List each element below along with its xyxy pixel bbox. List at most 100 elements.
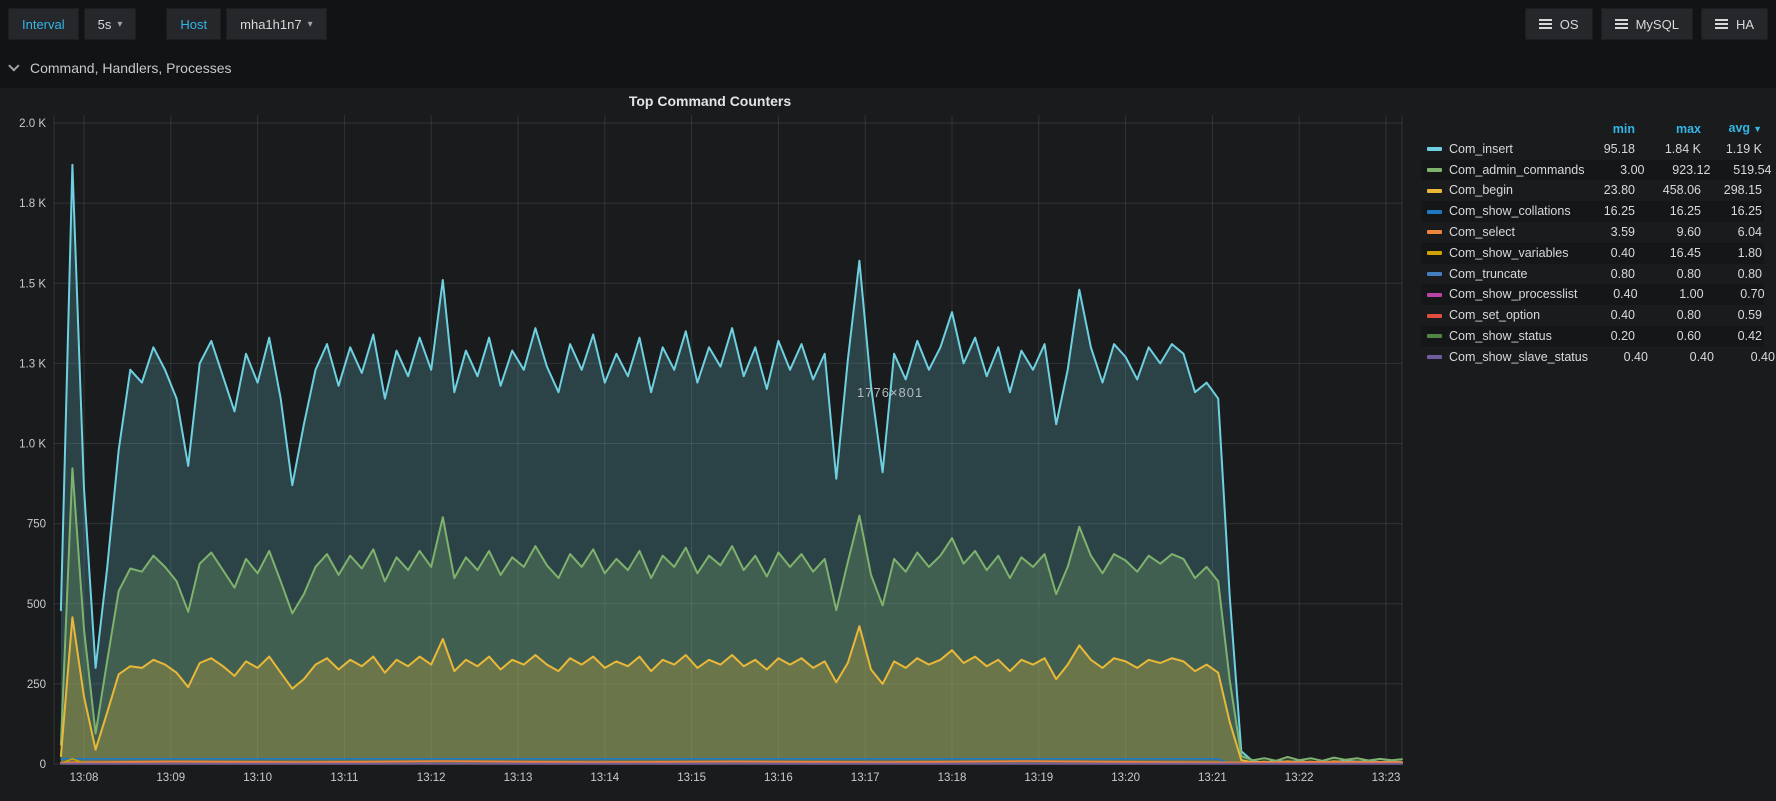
legend-series-label[interactable]: Com_show_processlist xyxy=(1421,284,1578,305)
row-title: Command, Handlers, Processes xyxy=(30,60,232,76)
legend-series-label[interactable]: Com_show_collations xyxy=(1421,201,1575,222)
svg-text:13:19: 13:19 xyxy=(1024,772,1053,784)
legend-series-label[interactable]: Com_show_variables xyxy=(1421,243,1575,264)
interval-variable: Interval 5s ▾ xyxy=(8,8,137,40)
legend-min-value: 0.40 xyxy=(1623,349,1648,364)
legend-avg-value: 1.19 K xyxy=(1725,141,1762,156)
legend-avg-value: 298.15 xyxy=(1723,183,1762,198)
panel-title[interactable]: Top Command Counters xyxy=(628,93,792,109)
svg-text:13:16: 13:16 xyxy=(764,772,793,784)
legend-avg-value: 16.25 xyxy=(1730,204,1762,219)
gridlines xyxy=(53,115,1403,765)
legend-avg-value: 6.04 xyxy=(1737,224,1762,239)
legend-min-value: 0.80 xyxy=(1610,266,1635,281)
legend-max-value: 0.80 xyxy=(1676,266,1701,281)
legend-avg-value: 0.40 xyxy=(1750,349,1775,364)
svg-text:1.0 K: 1.0 K xyxy=(19,439,46,451)
command-counters-chart[interactable]: 0 250 500 750 1.0 K 1.3 K 1.5 K 1.8 K 2.0 K 13:08… xyxy=(0,88,1420,801)
legend-color-swatch xyxy=(1427,230,1442,235)
legend-color-swatch xyxy=(1427,334,1442,339)
legend-row: Com_show_collations 16.25 16.25 16.25 xyxy=(1421,201,1764,222)
legend-series-label[interactable]: Com_truncate xyxy=(1421,264,1575,285)
svg-text:13:15: 13:15 xyxy=(677,772,706,784)
svg-text:1.3 K: 1.3 K xyxy=(19,358,46,370)
series-Com_begin xyxy=(59,616,1403,764)
legend-avg-value: 519.54 xyxy=(1733,162,1772,177)
legend-min-value: 3.00 xyxy=(1620,162,1645,177)
legend-sort-avg[interactable]: avg ▼ xyxy=(1703,118,1764,140)
legend-series-label[interactable]: Com_select xyxy=(1421,222,1575,243)
ha-button[interactable]: HA xyxy=(1700,8,1768,40)
legend-max-value: 9.60 xyxy=(1676,224,1701,239)
legend-max-value: 0.80 xyxy=(1676,308,1701,323)
svg-text:0: 0 xyxy=(40,759,46,771)
interval-value: 5s xyxy=(97,16,112,32)
legend-min-value: 0.40 xyxy=(1610,308,1635,323)
resolution-watermark: 1776×801 xyxy=(857,385,924,400)
legend-series-label[interactable]: Com_begin xyxy=(1421,180,1575,201)
svg-text:13:18: 13:18 xyxy=(938,772,967,784)
mysql-button[interactable]: MySQL xyxy=(1600,8,1693,40)
legend-series-name: Com_truncate xyxy=(1449,266,1528,281)
legend-header-row: min max avg ▼ xyxy=(1421,118,1764,139)
legend-row: Com_admin_commands 3.00 923.12 519.54 xyxy=(1421,159,1771,181)
legend-avg-value: 0.59 xyxy=(1737,308,1762,323)
legend-series-name: Com_admin_commands xyxy=(1449,162,1585,177)
legend-sort-avg-label: avg xyxy=(1728,121,1751,135)
legend-row: Com_truncate 0.80 0.80 0.80 xyxy=(1421,264,1764,285)
interval-dropdown[interactable]: 5s ▾ xyxy=(83,8,137,40)
legend-color-swatch xyxy=(1427,355,1442,360)
legend-sort-min[interactable]: min xyxy=(1612,121,1635,136)
svg-text:13:22: 13:22 xyxy=(1285,772,1314,784)
svg-text:13:11: 13:11 xyxy=(330,772,358,784)
interval-label: Interval xyxy=(8,8,79,40)
legend-min-value: 0.40 xyxy=(1613,287,1638,302)
legend-series-label[interactable]: Com_admin_commands xyxy=(1421,160,1584,181)
svg-text:13:21: 13:21 xyxy=(1198,772,1227,784)
legend-table: min max avg ▼ Com_insert 95.18 1.84 K 1.19 K… xyxy=(1421,118,1775,368)
legend-color-swatch xyxy=(1427,313,1442,318)
legend-series-label[interactable]: Com_set_option xyxy=(1421,305,1575,326)
menu-icon xyxy=(1538,23,1552,25)
svg-text:2.0 K: 2.0 K xyxy=(19,118,46,130)
legend-series-name: Com_show_processlist xyxy=(1449,287,1578,302)
svg-text:13:12: 13:12 xyxy=(417,772,446,784)
legend-row: Com_show_status 0.20 0.60 0.42 xyxy=(1421,325,1764,347)
legend-series-label[interactable]: Com_show_status xyxy=(1421,326,1575,347)
y-axis: 0 250 500 750 1.0 K 1.3 K 1.5 K 1.8 K 2.0 K xyxy=(19,118,46,771)
legend-series-name: Com_set_option xyxy=(1449,308,1541,323)
legend-series-name: Com_show_collations xyxy=(1449,204,1571,219)
menu-icon xyxy=(1714,23,1728,25)
legend-min-value: 0.20 xyxy=(1610,328,1635,343)
x-axis: 13:08 13:09 13:10 13:11 13:12 13:13 13:14 13:15… xyxy=(70,772,1401,784)
os-button[interactable]: OS xyxy=(1524,8,1593,40)
legend-series-name: Com_select xyxy=(1449,224,1515,239)
row-toggle-command-handlers-processes[interactable]: Command, Handlers, Processes xyxy=(0,48,1776,88)
sort-desc-icon: ▼ xyxy=(1753,124,1762,134)
svg-text:13:14: 13:14 xyxy=(590,772,619,784)
svg-text:1.5 K: 1.5 K xyxy=(19,278,46,290)
legend-color-swatch xyxy=(1427,147,1442,152)
legend-max-value: 458.06 xyxy=(1662,183,1701,198)
menu-icon xyxy=(1614,23,1628,25)
series-Com_insert xyxy=(59,163,1403,764)
svg-text:500: 500 xyxy=(27,599,46,611)
legend-row: Com_show_variables 0.40 16.45 1.80 xyxy=(1421,242,1764,264)
legend-sort-max[interactable]: max xyxy=(1675,121,1701,136)
svg-text:250: 250 xyxy=(27,679,46,691)
legend-series-label[interactable]: Com_insert xyxy=(1421,139,1575,160)
legend-series-name: Com_insert xyxy=(1449,141,1513,156)
host-dropdown[interactable]: mha1h1n7 ▾ xyxy=(226,8,327,40)
legend-min-value: 3.59 xyxy=(1610,224,1635,239)
toolbar-links: OS MySQL HA xyxy=(1517,8,1768,40)
legend-series-label[interactable]: Com_show_slave_status xyxy=(1421,347,1588,368)
svg-text:750: 750 xyxy=(27,519,46,531)
legend-avg-value: 0.42 xyxy=(1737,328,1762,343)
legend-series-name: Com_show_variables xyxy=(1449,245,1569,260)
legend-max-value: 0.40 xyxy=(1689,349,1714,364)
legend-avg-value: 0.70 xyxy=(1740,287,1765,302)
chevron-down-icon: ▾ xyxy=(307,18,313,30)
legend-color-swatch xyxy=(1427,292,1442,297)
legend-max-value: 1.00 xyxy=(1679,287,1704,302)
legend-series-name: Com_begin xyxy=(1449,183,1513,198)
